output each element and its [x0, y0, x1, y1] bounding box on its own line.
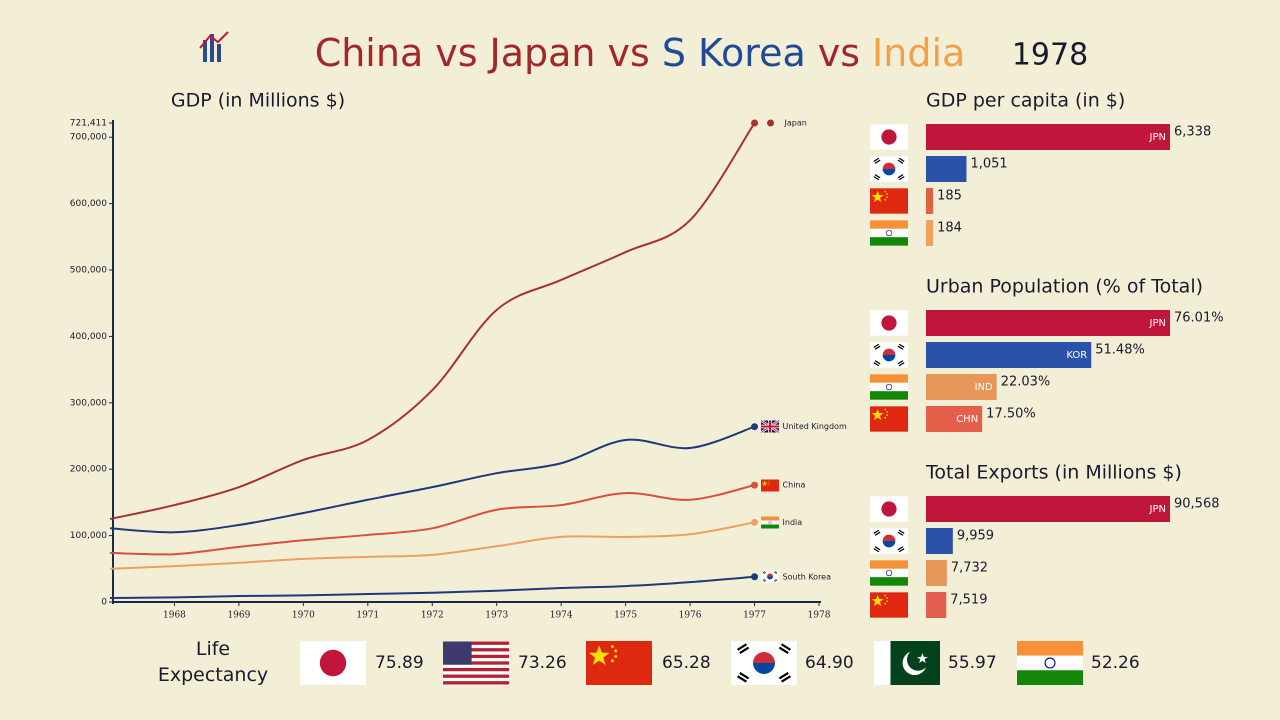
life-expectancy-value: 55.97	[948, 653, 997, 673]
value-label: 7,732	[951, 561, 988, 576]
x-tick-label: 1978	[808, 611, 831, 621]
bar	[926, 310, 1170, 336]
bar-category: CHN	[956, 414, 978, 425]
end-point	[751, 481, 759, 489]
panel-title: GDP per capita (in $)	[926, 90, 1125, 112]
series-line	[109, 484, 755, 556]
bar-category: IND	[975, 382, 993, 393]
x-tick-label: 1976	[679, 611, 702, 621]
x-tick-label: 1974	[550, 611, 573, 621]
x-tick-label: 1972	[421, 611, 444, 621]
value-label: 22.03%	[1001, 375, 1051, 390]
title-part: vs	[608, 31, 650, 75]
y-tick-label: 721,411	[70, 119, 107, 129]
bar	[926, 374, 997, 400]
y-tick-label: 400,000	[70, 332, 107, 342]
life-expectancy-value: 64.90	[805, 653, 854, 673]
bar	[926, 528, 953, 554]
x-tick-label: 1977	[743, 611, 766, 621]
title-part: Japan	[488, 31, 596, 75]
y-tick-label: 100,000	[70, 531, 107, 541]
y-tick-label: 300,000	[70, 398, 107, 408]
value-label: 185	[937, 189, 962, 204]
title: China vs Japan vs S Korea vs India	[315, 31, 966, 75]
bar	[926, 592, 947, 618]
title-part: China	[315, 31, 424, 75]
bar	[926, 188, 934, 214]
line-chart-title: GDP (in Millions $)	[171, 90, 345, 112]
title-part: India	[872, 31, 965, 75]
life-expectancy-value: 73.26	[518, 653, 567, 673]
bar-category: JPN	[1149, 132, 1166, 143]
y-tick-label: 500,000	[70, 266, 107, 276]
value-label: 51.48%	[1095, 343, 1145, 358]
bar-category: JPN	[1149, 504, 1166, 515]
bar	[926, 496, 1170, 522]
bar	[926, 124, 1170, 150]
x-tick-label: 1969	[227, 611, 250, 621]
x-tick-label: 1975	[614, 611, 637, 621]
y-tick-label: 700,000	[70, 133, 107, 143]
x-tick-label: 1968	[163, 611, 186, 621]
bar-category: KOR	[1066, 350, 1087, 361]
title-part: vs	[818, 31, 860, 75]
life-expectancy-label: Life Expectancy	[157, 638, 269, 686]
bar	[926, 342, 1092, 368]
bar	[926, 406, 983, 432]
value-label: 184	[937, 221, 962, 236]
bar	[926, 220, 934, 246]
end-point	[751, 573, 759, 581]
end-point	[751, 518, 759, 526]
y-tick-label: 0	[101, 598, 107, 608]
title-part: S Korea	[662, 31, 806, 75]
year: 1978	[1012, 38, 1088, 73]
value-label: 17.50%	[986, 407, 1036, 422]
series-line	[109, 122, 756, 520]
value-label: 1,051	[970, 157, 1007, 172]
series-line	[109, 521, 755, 570]
series-label: China	[783, 481, 806, 490]
series-line	[109, 425, 755, 534]
bar	[926, 560, 947, 586]
value-label: 7,519	[950, 593, 987, 608]
series-label: Japan	[784, 119, 807, 128]
life-expectancy-value: 52.26	[1091, 653, 1140, 673]
life-expectancy-value: 75.89	[375, 653, 424, 673]
end-point	[751, 423, 759, 431]
value-label: 6,338	[1174, 125, 1211, 140]
value-label: 9,959	[957, 529, 994, 544]
series-label: India	[783, 518, 803, 527]
series-line	[109, 575, 755, 600]
x-tick-label: 1971	[356, 611, 379, 621]
title-part: vs	[435, 31, 477, 75]
y-tick-label: 200,000	[70, 465, 107, 475]
series-label: United Kingdom	[783, 422, 847, 431]
value-label: 76.01%	[1174, 311, 1224, 326]
panel-title: Urban Population (% of Total)	[926, 276, 1203, 298]
x-tick-label: 1973	[485, 611, 508, 621]
y-tick-label: 600,000	[70, 199, 107, 209]
series-label: South Korea	[783, 572, 832, 581]
bar	[926, 156, 967, 182]
logo	[199, 31, 229, 62]
x-tick-label: 1970	[292, 611, 315, 621]
bar-category: JPN	[1149, 318, 1166, 329]
value-label: 90,568	[1174, 497, 1220, 512]
end-point	[751, 119, 759, 127]
legend-dot	[767, 119, 775, 127]
panel-title: Total Exports (in Millions $)	[925, 462, 1182, 484]
life-expectancy-value: 65.28	[662, 653, 711, 673]
